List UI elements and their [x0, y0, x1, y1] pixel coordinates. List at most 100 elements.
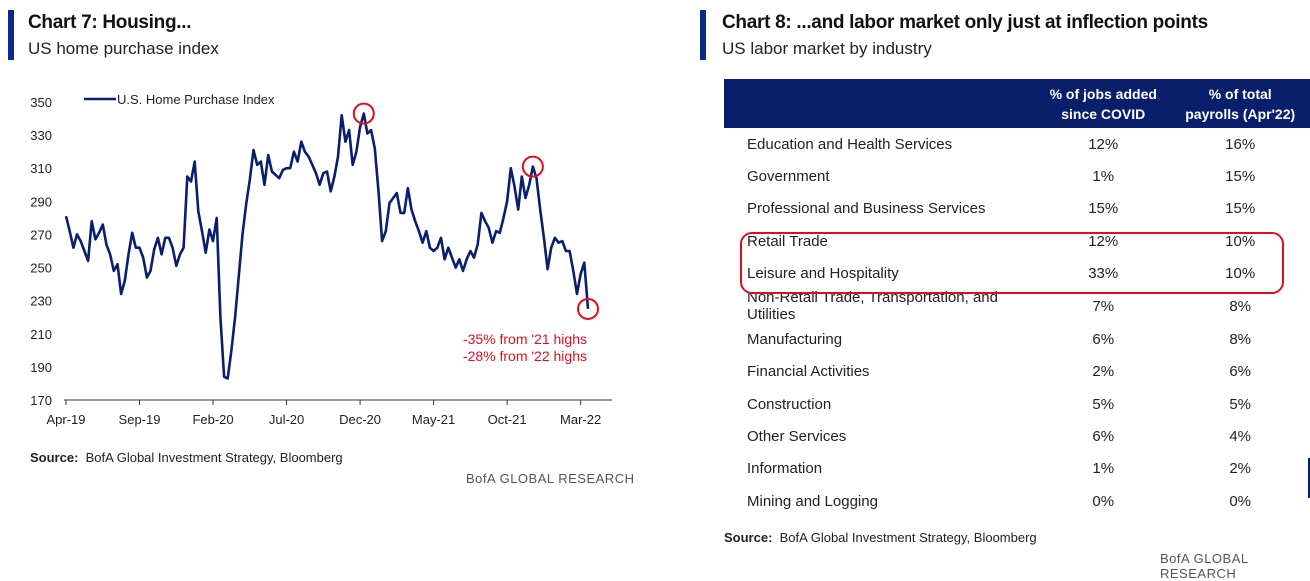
industry-cell: Construction [747, 395, 832, 413]
chart8-source: Source: BofA Global Investment Strategy,… [724, 530, 1037, 545]
table-header-row: % of jobs added since COVID % of total p… [724, 79, 1310, 128]
y-tick-label: 310 [30, 161, 52, 176]
chart7-title: Chart 7: Housing... [28, 12, 192, 33]
payrolls-cell: 15% [1225, 200, 1256, 218]
table-row: Manufacturing 6% 8% [724, 323, 1310, 355]
source-text: BofA Global Investment Strategy, Bloombe… [85, 450, 343, 465]
jobs-added-cell: 2% [1092, 363, 1115, 381]
jobs-added-cell: 6% [1092, 428, 1115, 446]
payrolls-cell: 8% [1229, 331, 1252, 349]
x-tick-label: Dec-20 [339, 412, 381, 427]
annotation-line-2: -28% from '22 highs [463, 348, 587, 364]
highlight-circle [352, 102, 375, 125]
y-tick-label: 270 [30, 227, 52, 242]
y-tick-label: 250 [30, 261, 52, 276]
jobs-added-cell: 33% [1088, 264, 1119, 282]
industry-cell: Mining and Logging [747, 492, 878, 510]
x-tick-label: Feb-20 [192, 412, 233, 427]
y-tick-label: 330 [30, 128, 52, 143]
x-tick-label: Apr-19 [46, 412, 85, 427]
table-row: Construction 5% 5% [724, 388, 1310, 420]
industry-cell: Other Services [747, 428, 847, 446]
x-tick-label: May-21 [412, 412, 455, 427]
chart7-brand: BofA GLOBAL RESEARCH [466, 471, 635, 486]
industry-cell: Manufacturing [747, 331, 843, 349]
highlight-markers [352, 102, 599, 320]
title-accent-bar [700, 10, 706, 60]
highlight-circle [577, 297, 599, 320]
annotation-line-1: -35% from '21 highs [463, 331, 587, 347]
payrolls-cell: 8% [1229, 297, 1252, 315]
payrolls-cell: 0% [1229, 492, 1252, 510]
housing-chart-panel: Chart 7: Housing... US home purchase ind… [0, 0, 640, 578]
jobs-added-cell: 1% [1092, 460, 1115, 478]
title-accent-bar [8, 10, 14, 60]
x-tick-label: Oct-21 [488, 412, 527, 427]
jobs-added-cell: 1% [1092, 167, 1115, 185]
chart8-subtitle: US labor market by industry [722, 39, 932, 58]
source-label: Source: [30, 450, 79, 465]
table-row: Other Services 6% 4% [724, 420, 1310, 452]
table-row: Mining and Logging 0% 0% [724, 485, 1310, 517]
payrolls-cell: 10% [1225, 264, 1256, 282]
industry-cell: Education and Health Services [747, 135, 953, 153]
table-row: Information 1% 2% [724, 453, 1310, 485]
y-axis: 350 330 310 290 270 250 230 210 190 170 [30, 95, 52, 408]
jobs-added-cell: 5% [1092, 395, 1115, 413]
chart7-subtitle: US home purchase index [28, 39, 219, 58]
edge-marker [1308, 458, 1310, 498]
table-row: Financial Activities 2% 6% [724, 356, 1310, 388]
chart8-brand: BofA GLOBAL RESEARCH [1160, 551, 1249, 581]
table-row: Leisure and Hospitality 33% 10% [724, 257, 1310, 289]
chart8-title: Chart 8: ...and labor market only just a… [722, 12, 1208, 33]
payrolls-cell: 6% [1229, 363, 1252, 381]
x-tick-label: Mar-22 [560, 412, 601, 427]
highlight-circle [521, 155, 544, 178]
header-payrolls-line2: payrolls (Apr'22) [1185, 105, 1296, 122]
y-tick-label: 190 [30, 360, 52, 375]
source-text: BofA Global Investment Strategy, Bloombe… [779, 530, 1037, 545]
jobs-added-cell: 0% [1092, 492, 1115, 510]
industry-cell: Information [747, 460, 823, 478]
highlight-rounded-box [740, 232, 1284, 294]
header-jobs-added-line1: % of jobs added [1049, 85, 1157, 102]
industry-cell: Financial Activities [747, 363, 870, 381]
y-tick-label: 290 [30, 194, 52, 209]
table-body: Education and Health Services 12% 16% Gover… [724, 128, 1310, 517]
home-purchase-line-chart: 350 330 310 290 270 250 230 210 190 170 Apr-19 Sep… [30, 92, 612, 427]
industry-cell: Government [747, 167, 830, 185]
jobs-added-cell: 12% [1088, 135, 1119, 153]
legend-label: U.S. Home Purchase Index [117, 92, 275, 107]
payrolls-cell: 15% [1225, 167, 1256, 185]
industry-cell: Professional and Business Services [747, 200, 986, 218]
y-tick-label: 170 [30, 393, 52, 408]
y-tick-label: 350 [30, 95, 52, 110]
jobs-added-cell: 7% [1092, 297, 1115, 315]
payrolls-cell: 4% [1229, 428, 1252, 446]
jobs-added-cell: 15% [1088, 200, 1119, 218]
table-row: Non-Retail Trade, Transportation, and Ut… [724, 289, 1310, 323]
y-tick-label: 210 [30, 327, 52, 342]
header-jobs-added: % of jobs added since COVID [1036, 79, 1171, 128]
labor-market-table: % of jobs added since COVID % of total p… [724, 79, 1310, 517]
header-payrolls-line1: % of total [1208, 85, 1272, 102]
jobs-added-cell: 6% [1092, 331, 1115, 349]
payrolls-cell: 5% [1229, 395, 1252, 413]
industry-cell: Retail Trade [747, 232, 828, 250]
table-row: Retail Trade 12% 10% [724, 225, 1310, 257]
source-label: Source: [724, 530, 773, 545]
industry-cell: Leisure and Hospitality [747, 264, 899, 282]
x-tick-label: Sep-19 [119, 412, 161, 427]
table-row: Professional and Business Services 15% 15% [724, 193, 1310, 225]
payrolls-cell: 2% [1229, 460, 1252, 478]
payrolls-cell: 10% [1225, 232, 1256, 250]
header-industry [724, 79, 1037, 128]
x-axis: Apr-19 Sep-19 Feb-20 Jul-20 Dec-20 May-21 Oct-… [46, 400, 601, 427]
table-row: Education and Health Services 12% 16% [724, 128, 1310, 160]
x-tick-label: Jul-20 [269, 412, 304, 427]
industry-cell: Non-Retail Trade, Transportation, and Ut… [747, 289, 998, 324]
table-row: Government 1% 15% [724, 160, 1310, 192]
legend: U.S. Home Purchase Index [84, 92, 275, 107]
jobs-added-cell: 12% [1088, 232, 1119, 250]
payrolls-cell: 16% [1225, 135, 1256, 153]
